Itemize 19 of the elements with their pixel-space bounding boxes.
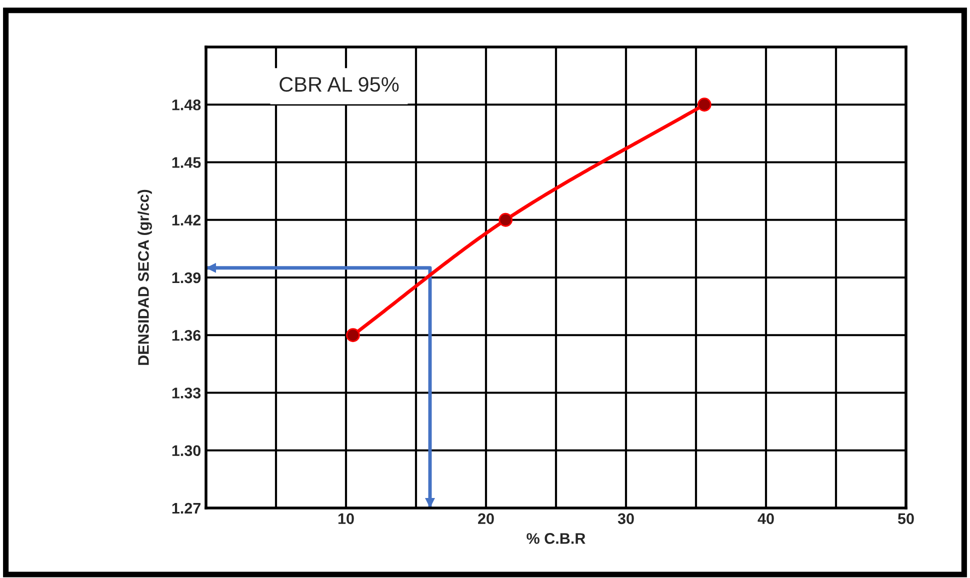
x-tick-label: 30 <box>618 513 634 524</box>
point <box>346 328 360 342</box>
x-tick-label: 10 <box>338 513 354 524</box>
annotation: CBR AL 95% <box>280 77 399 92</box>
x-tick-label: 40 <box>758 513 774 524</box>
y-tick-label: 1.48 <box>172 99 201 110</box>
y-tick-label: 1.45 <box>172 157 201 168</box>
x-tick-label: 20 <box>478 513 494 524</box>
y-tick-label: 1.27 <box>172 502 200 514</box>
point <box>697 98 712 112</box>
x-tick-label: 50 <box>898 513 914 524</box>
y-axis-title: DENSIDAD SECA (gr/cc) <box>138 190 152 365</box>
y-tick-label: 1.33 <box>172 388 201 398</box>
y-tick-label: 1.42 <box>172 214 201 226</box>
x-axis-title: % C.B.R <box>526 533 586 544</box>
y-tick-label: 1.39 <box>172 272 201 284</box>
y-tick-label: 1.36 <box>172 330 201 341</box>
y-tick-label: 1.30 <box>172 445 201 456</box>
point <box>498 212 513 227</box>
